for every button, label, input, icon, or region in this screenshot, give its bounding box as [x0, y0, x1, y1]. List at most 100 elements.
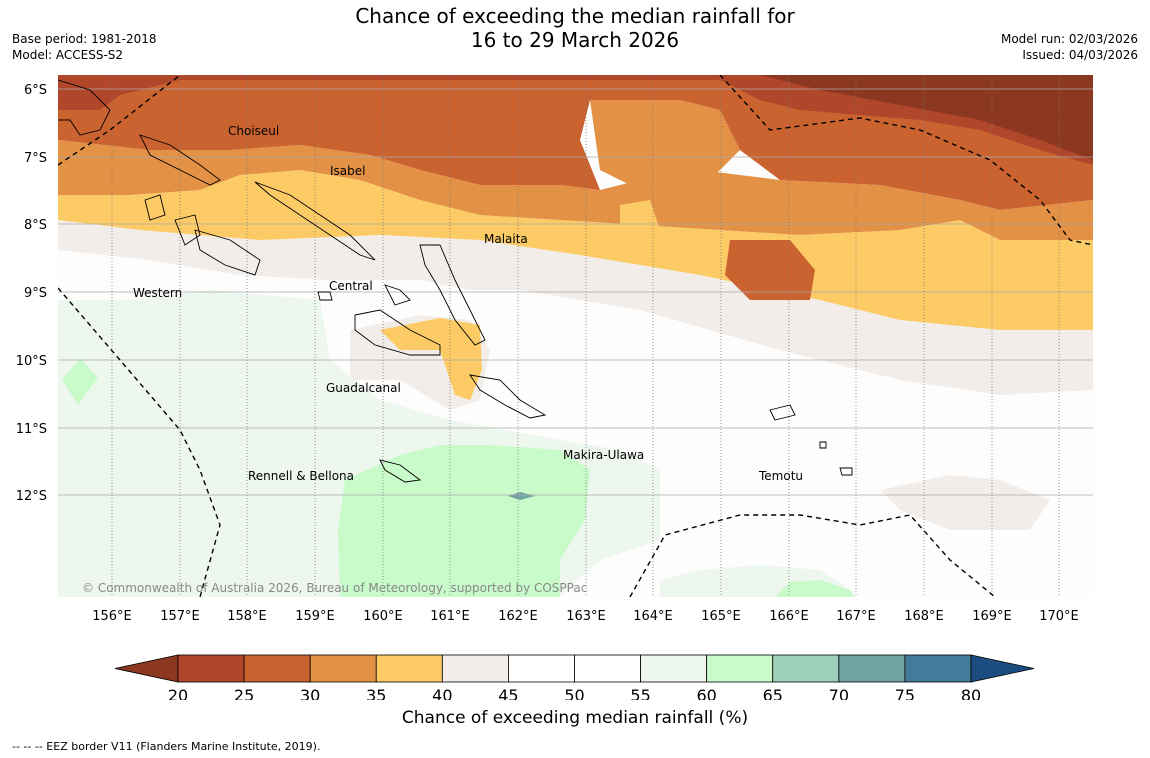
legend-arrow-low [114, 654, 179, 683]
lon-label: 159°E [295, 609, 335, 624]
lat-label: 8°S [24, 218, 47, 233]
legend-swatch [574, 654, 641, 683]
eez-footnote: -- -- -- EEZ border V11 (Flanders Marine… [12, 740, 321, 753]
legend-swatch [838, 654, 906, 683]
coastlines [58, 79, 853, 483]
lon-label: 160°E [363, 609, 403, 624]
choiseul-coast [139, 134, 221, 186]
russell-islands-coast [317, 291, 333, 301]
field-35-40 [58, 170, 1093, 330]
longitude-labels: 156°E 157°E 158°E 159°E 160°E 161°E 162°… [92, 609, 1079, 624]
legend-tick-labels: 20 25 30 35 40 45 50 55 60 65 70 75 80 [168, 686, 981, 700]
lat-label: 11°S [16, 422, 47, 437]
lat-label: 7°S [24, 151, 47, 166]
place-guadalcanal: Guadalcanal [326, 381, 401, 395]
legend-swatch [441, 654, 509, 683]
meta-left: Base period: 1981-2018 Model: ACCESS-S2 [12, 31, 157, 63]
legend-tick: 40 [432, 686, 452, 700]
place-temotu: Temotu [758, 469, 803, 483]
makira-coast [469, 374, 547, 419]
place-makira-ulawa: Makira-Ulawa [563, 448, 644, 462]
legend-swatch [309, 654, 377, 683]
place-central: Central [329, 279, 373, 293]
field-20-25 [58, 75, 1093, 165]
field-40-45 [58, 220, 1093, 395]
probability-fields [58, 75, 1093, 597]
lon-label: 169°E [972, 609, 1012, 624]
legend-swatch [243, 654, 311, 683]
lon-label: 165°E [701, 609, 741, 624]
bougainville-coast [58, 79, 111, 136]
isabel-coast [254, 181, 376, 261]
vella-lavella-coast [144, 194, 166, 221]
new-georgia-coast [194, 229, 261, 276]
place-isabel: Isabel [330, 164, 365, 178]
map-title-line1: Chance of exceeding the median rainfall … [355, 4, 795, 28]
longitude-gridlines [111, 75, 1060, 597]
legend-tick: 80 [961, 686, 981, 700]
province-labels: Choiseul Isabel Malaita Western Central … [133, 124, 803, 483]
lon-label: 158°E [227, 609, 267, 624]
field-25-30-spot [725, 240, 815, 300]
legend-colorbar [114, 654, 1035, 683]
lon-label: 168°E [904, 609, 944, 624]
lat-label: 12°S [16, 489, 47, 504]
field-30-35 [58, 140, 1093, 240]
legend-tick: 35 [366, 686, 386, 700]
legend-swatch [508, 654, 575, 683]
place-malaita: Malaita [484, 232, 528, 246]
legend-tick: 75 [895, 686, 915, 700]
florida-islands-coast [384, 284, 411, 306]
field-35-40-spot [620, 200, 660, 245]
field-60-65 [338, 445, 590, 597]
legend-arrow-high [970, 654, 1035, 683]
lon-label: 161°E [430, 609, 470, 624]
lon-label: 163°E [566, 609, 606, 624]
temotu-islet-coast [839, 467, 853, 476]
base-period: Base period: 1981-2018 [12, 32, 157, 46]
model-name: Model: ACCESS-S2 [12, 48, 124, 62]
santa-cruz-coast [769, 404, 796, 421]
legend-swatch [904, 654, 972, 683]
kolombangara-coast [174, 214, 201, 246]
lat-label: 6°S [24, 83, 47, 98]
lon-label: 166°E [769, 609, 809, 624]
legend-swatch [772, 654, 840, 683]
lon-label: 162°E [498, 609, 538, 624]
field-35-40-guadalcanal [380, 318, 482, 400]
lon-label: 156°E [92, 609, 132, 624]
field-below-20 [760, 75, 1093, 160]
map-title-line2: 16 to 29 March 2026 [470, 28, 680, 52]
lon-label: 157°E [160, 609, 200, 624]
legend-swatch [177, 654, 245, 683]
latitude-gridlines [58, 88, 1093, 496]
lon-label: 170°E [1039, 609, 1079, 624]
place-western: Western [133, 286, 182, 300]
legend-swatch [375, 654, 443, 683]
model-run: Model run: 02/03/2026 [1000, 32, 1138, 46]
legend-tick: 30 [300, 686, 320, 700]
place-choiseul: Choiseul [228, 124, 279, 138]
legend-tick: 45 [498, 686, 518, 700]
field-60-65-west [62, 358, 98, 405]
malaita-coast [419, 244, 486, 346]
legend-tick: 20 [168, 686, 188, 700]
eez-border [58, 75, 1093, 597]
field-30-35-north [590, 100, 740, 190]
latitude-labels: 6°S 7°S 8°S 9°S 10°S 11°S 12°S [16, 83, 47, 504]
field-60-65-southeast [775, 580, 855, 597]
lon-label: 167°E [836, 609, 876, 624]
legend-tick: 50 [564, 686, 584, 700]
issued-date: Issued: 04/03/2026 [1022, 48, 1138, 62]
legend-tick: 55 [630, 686, 650, 700]
legend-caption: Chance of exceeding median rainfall (%) [401, 708, 749, 728]
place-rennell-bellona: Rennell & Bellona [248, 469, 354, 483]
rennell-coast [379, 459, 422, 483]
rainfall-map: 6°S 7°S 8°S 9°S 10°S 11°S 12°S 156°E 157… [16, 75, 1093, 700]
legend-tick: 25 [234, 686, 254, 700]
lat-label: 9°S [24, 286, 47, 301]
copyright-notice: © Commonwealth of Australia 2026, Bureau… [82, 581, 587, 595]
legend-swatch [640, 654, 708, 683]
field-70-75-spot [508, 492, 535, 500]
lon-label: 164°E [633, 609, 673, 624]
